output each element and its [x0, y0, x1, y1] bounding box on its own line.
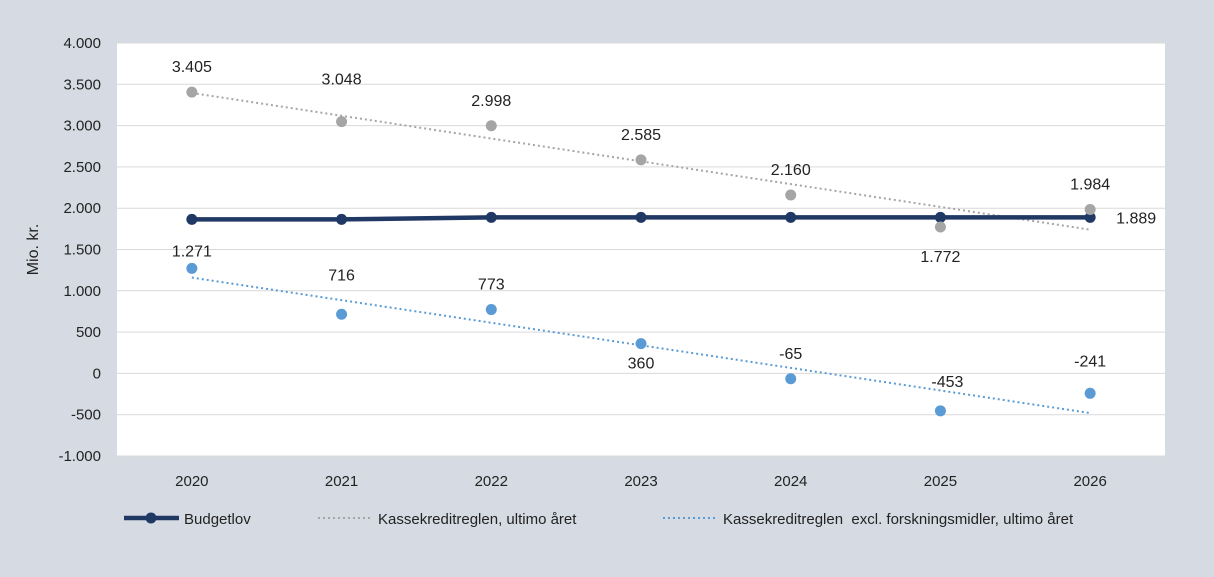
- data-point: [1084, 387, 1096, 399]
- x-tick-label: 2022: [475, 473, 508, 490]
- y-axis-title: Mio. kr.: [25, 224, 42, 276]
- data-point: [336, 116, 348, 128]
- data-point: [785, 211, 797, 223]
- x-tick-label: 2024: [774, 473, 807, 490]
- x-tick-label: 2026: [1073, 473, 1106, 490]
- data-point: [934, 405, 946, 417]
- y-tick-label: 1.000: [63, 283, 101, 300]
- y-tick-label: 2.500: [63, 159, 101, 176]
- data-label: 1.271: [172, 243, 212, 260]
- data-point: [336, 308, 348, 320]
- data-label: 1.889: [1116, 210, 1156, 227]
- data-label: 360: [628, 356, 655, 373]
- y-axis-ticks: -1.000 -500 0 500 1.000 1.500 2.000 2.500 3.000 3…: [58, 35, 101, 465]
- data-label: 2.998: [471, 93, 511, 110]
- data-label: 1.984: [1070, 177, 1110, 194]
- data-point: [934, 211, 946, 223]
- x-tick-label: 2020: [175, 473, 208, 490]
- x-tick-label: 2023: [624, 473, 657, 490]
- y-tick-label: 3.500: [63, 76, 101, 93]
- gridlines: [117, 42, 1165, 457]
- trendline: [191, 276, 1091, 415]
- legend-item: Budgetlov: [124, 511, 251, 528]
- data-point: [635, 211, 647, 223]
- data-label: 773: [478, 277, 505, 294]
- y-tick-label: 3.000: [63, 118, 101, 135]
- data-point: [1084, 211, 1096, 223]
- y-tick-label: -500: [71, 407, 101, 424]
- data-labels: 1.889 3.405 3.048 2.998 2.585 2.160 1.772 1.984…: [172, 59, 1156, 391]
- data-point: [336, 213, 348, 225]
- data-point: [1084, 204, 1096, 216]
- data-point: [485, 211, 497, 223]
- data-point: [485, 120, 497, 132]
- x-tick-label: 2021: [325, 473, 358, 490]
- data-label: -241: [1074, 353, 1106, 370]
- y-tick-label: 4.000: [63, 35, 101, 52]
- data-label: 716: [328, 267, 355, 284]
- data-point: [785, 189, 797, 201]
- legend-label: Budgetlov: [184, 511, 251, 528]
- y-tick-label: 0: [93, 365, 101, 382]
- data-label: 1.772: [920, 249, 960, 266]
- data-point: [186, 262, 198, 274]
- trendline: [191, 91, 1091, 231]
- x-tick-label: 2025: [924, 473, 957, 490]
- data-point: [186, 86, 198, 98]
- y-tick-label: 1.500: [63, 242, 101, 259]
- legend-label: Kassekreditreglen, ultimo året: [378, 511, 577, 528]
- data-point: [485, 304, 497, 316]
- data-label: 3.405: [172, 59, 212, 76]
- data-point: [635, 154, 647, 166]
- legend-item: Kassekreditreglen, ultimo året: [318, 511, 577, 528]
- legend-marker: [145, 512, 157, 524]
- data-point: [934, 221, 946, 233]
- data-label: 2.585: [621, 127, 661, 144]
- legend: Budgetlov Kassekreditreglen, ultimo året K…: [124, 511, 1074, 528]
- data-point: [635, 338, 647, 350]
- data-point: [186, 213, 198, 225]
- y-tick-label: -1.000: [58, 448, 101, 465]
- x-axis-ticks: 2020 2021 2022 2023 2024 2025 2026: [175, 473, 1107, 490]
- legend-label: Kassekreditreglen excl. forskningsmidler…: [723, 511, 1074, 528]
- y-tick-label: 2.000: [63, 200, 101, 217]
- series-layer: [186, 86, 1096, 417]
- data-label: -453: [931, 374, 963, 391]
- data-label: 3.048: [322, 72, 362, 89]
- data-label: 2.160: [771, 162, 811, 179]
- data-point: [785, 373, 797, 385]
- y-tick-label: 500: [76, 324, 101, 341]
- legend-item: Kassekreditreglen excl. forskningsmidler…: [663, 511, 1074, 528]
- data-label: -65: [779, 346, 802, 363]
